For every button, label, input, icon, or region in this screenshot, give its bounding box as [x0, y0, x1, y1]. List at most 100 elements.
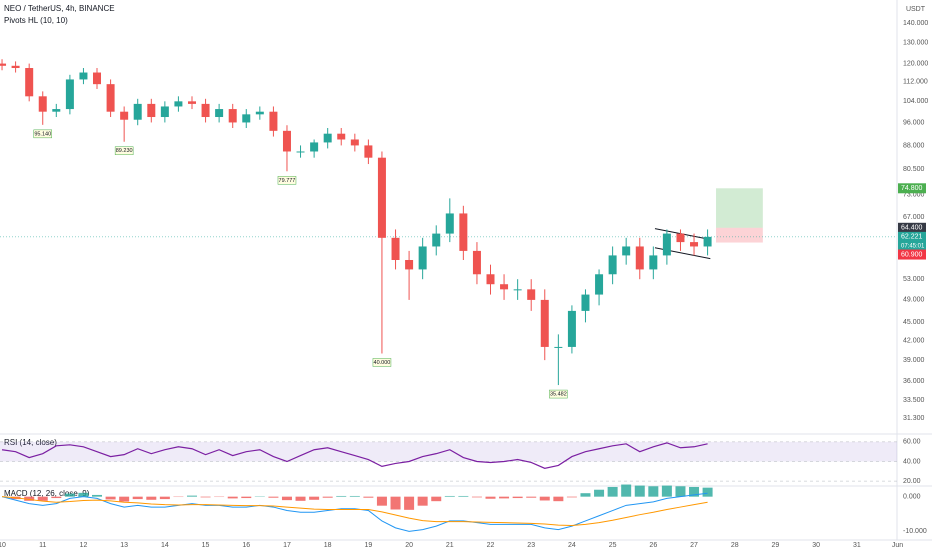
candle-body — [120, 111, 129, 120]
candle-body — [500, 284, 509, 290]
macd-histogram-bar — [444, 495, 455, 497]
candle-body — [79, 72, 88, 80]
last-price-bg — [898, 231, 926, 252]
x-tick-label: 21 — [446, 542, 454, 549]
y-tick-label: 60.00 — [903, 439, 921, 446]
macd-histogram-bar — [119, 496, 130, 502]
candle-body — [432, 233, 441, 247]
macd-histogram-bar — [336, 495, 347, 497]
macd-histogram-bar — [702, 487, 713, 497]
y-tick-label: 67.000 — [903, 214, 925, 221]
candle-body — [228, 109, 237, 123]
x-tick-label: 30 — [812, 542, 820, 549]
y-tick-label: 20.00 — [903, 478, 921, 485]
candle-body — [65, 79, 74, 110]
macd-histogram-bar — [187, 495, 198, 497]
target-label-bg — [898, 183, 926, 194]
macd-histogram-bar — [200, 496, 211, 498]
candle-body — [608, 255, 617, 275]
macd-histogram-bar — [539, 496, 550, 501]
stop-label-bg — [898, 249, 926, 260]
macd-histogram-bar — [580, 493, 591, 497]
candle-body — [513, 289, 522, 291]
candle-body — [11, 65, 20, 69]
macd-histogram-bar — [553, 496, 564, 502]
macd-histogram-bar — [295, 496, 306, 501]
candle-body — [595, 274, 604, 295]
macd-histogram-bar — [322, 496, 333, 498]
macd-histogram-bar — [634, 485, 645, 497]
candle-body — [93, 72, 102, 85]
macd-histogram-bar — [512, 496, 523, 499]
y-tick-label: 88.000 — [903, 142, 925, 149]
macd-histogram-bar — [363, 496, 374, 498]
y-tick-label: 36.000 — [903, 378, 925, 385]
pivot-label: 35.482 — [550, 392, 567, 398]
pivot-label-bg — [277, 176, 297, 185]
y-tick-label: 104.000 — [903, 98, 928, 105]
x-tick-label: 12 — [80, 542, 88, 549]
candle-body — [282, 130, 291, 152]
y-tick-label: 31.300 — [903, 415, 925, 422]
loss-zone — [716, 227, 763, 243]
macd-histogram-bar — [485, 496, 496, 499]
candle-body — [581, 294, 590, 311]
y-tick-label: 42.000 — [903, 337, 925, 344]
x-tick-label: Jun — [892, 542, 903, 549]
candle-body — [52, 109, 61, 112]
pivot-label-bg — [114, 146, 134, 156]
macd-histogram-bar — [675, 486, 686, 497]
candle-body — [459, 213, 468, 251]
macd-histogram-bar — [241, 496, 252, 499]
candle-body — [649, 255, 658, 270]
x-tick-label: 14 — [161, 542, 169, 549]
x-tick-label: 11 — [39, 542, 46, 549]
macd-title: MACD (12, 26, close, 9) — [4, 489, 90, 498]
macd-histogram-bar — [92, 494, 103, 497]
y-tick-label: 39.000 — [903, 357, 925, 364]
macd-line — [1, 492, 708, 532]
macd-histogram-bar — [105, 496, 116, 500]
macd-histogram-bar — [458, 495, 469, 497]
candle-body — [703, 236, 712, 247]
macd-histogram-bar — [661, 485, 672, 497]
candle-body — [540, 299, 549, 347]
x-tick-label: 22 — [487, 542, 495, 549]
macd-histogram-bar — [24, 496, 35, 501]
macd-histogram-bar — [404, 496, 415, 510]
rsi-line — [1, 442, 708, 469]
y-tick-label: 45.000 — [903, 319, 925, 326]
y-tick-label: 96.000 — [903, 119, 925, 126]
macd-histogram-bar — [376, 496, 387, 506]
pivot-label: 89.230 — [116, 148, 133, 154]
countdown-label: 07:45:01 — [901, 243, 925, 249]
y-tick-label: 80.500 — [903, 166, 925, 173]
candle-body — [188, 101, 197, 104]
pivot-label-bg — [33, 129, 52, 139]
macd-histogram-bar — [471, 496, 482, 498]
macd-histogram-bar — [607, 486, 618, 497]
y-tick-label: 40.00 — [903, 458, 921, 465]
x-tick-label: 23 — [527, 542, 535, 549]
stop-label: 60.900 — [901, 251, 923, 258]
y-tick-label: 73.000 — [903, 192, 925, 199]
candle-body — [554, 346, 563, 348]
macd-histogram-bar — [78, 492, 89, 497]
x-tick-label: 28 — [731, 542, 739, 549]
candle-body — [38, 96, 47, 112]
candle-body — [676, 233, 685, 243]
macd-histogram-bar — [159, 496, 170, 500]
pivot-label: 95.140 — [34, 131, 51, 137]
candle-body — [622, 246, 631, 256]
candle-body — [337, 133, 346, 140]
candle-body — [201, 103, 210, 118]
signal-line — [1, 496, 708, 526]
x-tick-label: 18 — [324, 542, 332, 549]
pivot-label-bg — [372, 358, 392, 367]
last-price-label: 62.221 — [901, 234, 923, 241]
candle-body — [269, 111, 278, 131]
candle-body — [310, 142, 319, 152]
macd-histogram-bar — [390, 496, 401, 510]
candle-body — [405, 259, 414, 270]
